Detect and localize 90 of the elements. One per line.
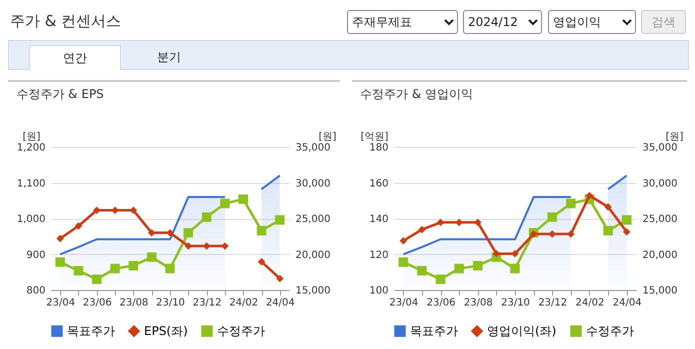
point [184, 228, 194, 238]
point [56, 234, 64, 242]
point [604, 203, 612, 211]
y2-axis-title: [원] [318, 132, 336, 142]
y2-tick-label: 30,000 [296, 178, 330, 190]
point [275, 215, 285, 225]
point [567, 230, 575, 238]
point [146, 252, 156, 262]
point [74, 222, 82, 230]
point [603, 226, 613, 236]
legend-label: 수정주가 [586, 324, 634, 338]
y-tick-label: 1,200 [16, 142, 46, 154]
y-tick-label: 160 [369, 178, 388, 190]
point [92, 274, 102, 284]
point [400, 237, 408, 245]
point [436, 274, 446, 284]
dropdown[interactable]: 주재무제표 [347, 10, 458, 34]
point [55, 257, 65, 267]
legend-label: EPS(좌) [144, 324, 188, 338]
point [93, 206, 100, 214]
point [473, 260, 483, 270]
point [436, 218, 444, 226]
point [221, 242, 229, 250]
x-tick-label: 24/02 [229, 298, 258, 308]
point [276, 274, 284, 282]
x-tick-label: 24/02 [576, 298, 604, 308]
point [417, 266, 427, 276]
y2-tick-label: 15,000 [296, 286, 330, 296]
point [238, 194, 248, 204]
x-tick-label: 23/08 [119, 298, 148, 308]
x-tick-label: 23/04 [46, 298, 76, 308]
y2-tick-label: 30,000 [642, 178, 678, 190]
y-tick-label: 800 [26, 286, 46, 296]
y2-tick-label: 15,000 [642, 286, 678, 296]
x-tick-label: 23/08 [464, 298, 493, 308]
y-tick-label: 180 [369, 142, 388, 154]
point [510, 264, 520, 274]
point [566, 198, 576, 208]
point [622, 228, 630, 236]
point [622, 215, 632, 225]
point [256, 226, 266, 236]
point [418, 226, 426, 234]
point [74, 266, 84, 276]
y2-tick-label: 20,000 [642, 250, 678, 261]
x-tick-label: 23/12 [538, 298, 568, 308]
x-tick-label: 23/10 [156, 298, 185, 308]
point [220, 198, 230, 208]
y2-tick-label: 25,000 [296, 214, 330, 225]
point [548, 230, 556, 238]
point [202, 212, 212, 222]
y2-axis-title: [원] [666, 132, 684, 142]
x-tick-label: 23/10 [501, 298, 530, 308]
legend-label: 목표주가 [410, 324, 458, 338]
legend-label: 영업이익(좌) [487, 324, 556, 338]
tab[interactable]: 연간 [29, 45, 121, 70]
x-tick-label: 23/06 [82, 298, 112, 308]
point [110, 264, 120, 274]
tab[interactable]: 분기 [124, 45, 214, 69]
point [454, 264, 464, 274]
y2-tick-label: 25,000 [642, 214, 678, 225]
y-tick-label: 900 [26, 250, 46, 261]
y2-tick-label: 35,000 [296, 142, 330, 154]
text: 주가 & 컨센서스 [10, 12, 122, 31]
legend-label: 수정주가 [217, 324, 265, 338]
point [128, 260, 138, 270]
y-tick-label: 120 [369, 250, 388, 261]
legend-label: 목표주가 [67, 324, 115, 338]
chart-title: 수정주가 & EPS [16, 87, 104, 101]
x-tick-label: 24/04 [612, 298, 642, 308]
y2-tick-label: 35,000 [642, 142, 678, 154]
point [398, 257, 408, 267]
x-tick-label: 23/06 [426, 298, 456, 308]
x-tick-label: 24/04 [266, 298, 295, 308]
point [474, 218, 482, 226]
dropdown[interactable]: 2024/12 [463, 10, 542, 34]
chart-title: 수정주가 & 영업이익 [360, 87, 474, 101]
y-tick-label: 1,100 [16, 178, 46, 190]
x-tick-label: 23/04 [389, 298, 418, 308]
y-tick-label: 1,000 [16, 214, 46, 225]
dropdown[interactable]: 영업이익 [548, 10, 636, 34]
x-tick-label: 23/12 [192, 298, 222, 308]
point [148, 229, 156, 237]
point [547, 212, 557, 222]
y2-tick-label: 20,000 [296, 250, 330, 261]
y-tick-label: 100 [369, 286, 388, 296]
point [165, 264, 175, 274]
point [586, 192, 594, 200]
y-axis-title: [원] [22, 132, 40, 142]
y-axis-title: [억원] [360, 132, 388, 142]
y-tick-label: 140 [369, 214, 388, 225]
